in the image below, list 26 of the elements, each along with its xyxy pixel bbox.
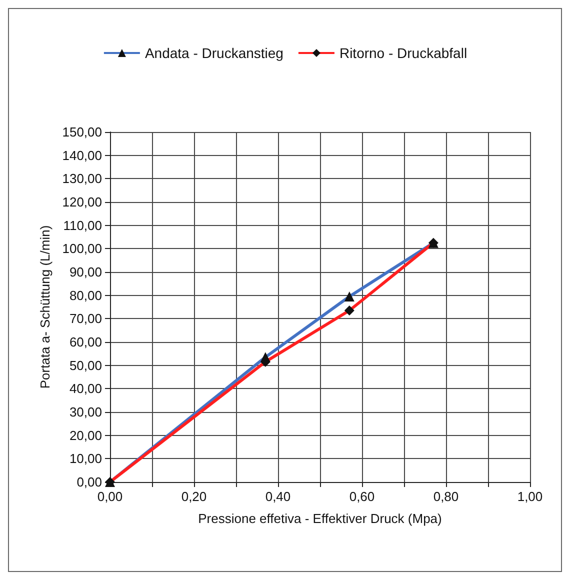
y-tick-label: 110,00 [63,218,102,233]
y-tick-label: 20,00 [69,428,102,443]
x-tick-label: 0,20 [181,489,207,504]
y-tick-label: 50,00 [69,358,102,373]
y-tick-label: 100,00 [62,241,102,256]
x-tick-label: 0,40 [265,489,291,504]
x-tick-label: 0,60 [349,489,375,504]
x-tick-label: 0,80 [433,489,459,504]
y-tick-label: 90,00 [69,264,102,280]
x-tick-label: 0,00 [97,489,123,504]
y-tick-label: 10,00 [69,451,102,466]
y-tick-label: 150,00 [62,124,102,140]
y-tick-label: 80,00 [69,288,102,303]
y-tick-label: 70,00 [69,311,102,326]
legend-label: Ritorno - Druckabfall [339,45,468,61]
y-tick-label: 30,00 [69,404,102,420]
y-tick-label: 60,00 [69,334,102,350]
y-tick-label: 0,00 [76,474,102,490]
x-axis-title: Pressione effetiva - Effektiver Druck (Mpa) [198,511,442,526]
y-axis-title: Portata a- Schüttung (L/min) [37,225,52,389]
y-tick-label: 120,00 [62,194,102,210]
y-tick-label: 40,00 [69,381,102,396]
y-tick-label: 140,00 [62,148,102,163]
legend-label: Andata - Druckanstieg [144,45,284,61]
y-tick-label: 130,00 [62,171,102,186]
x-tick-label: 1,00 [517,489,543,504]
